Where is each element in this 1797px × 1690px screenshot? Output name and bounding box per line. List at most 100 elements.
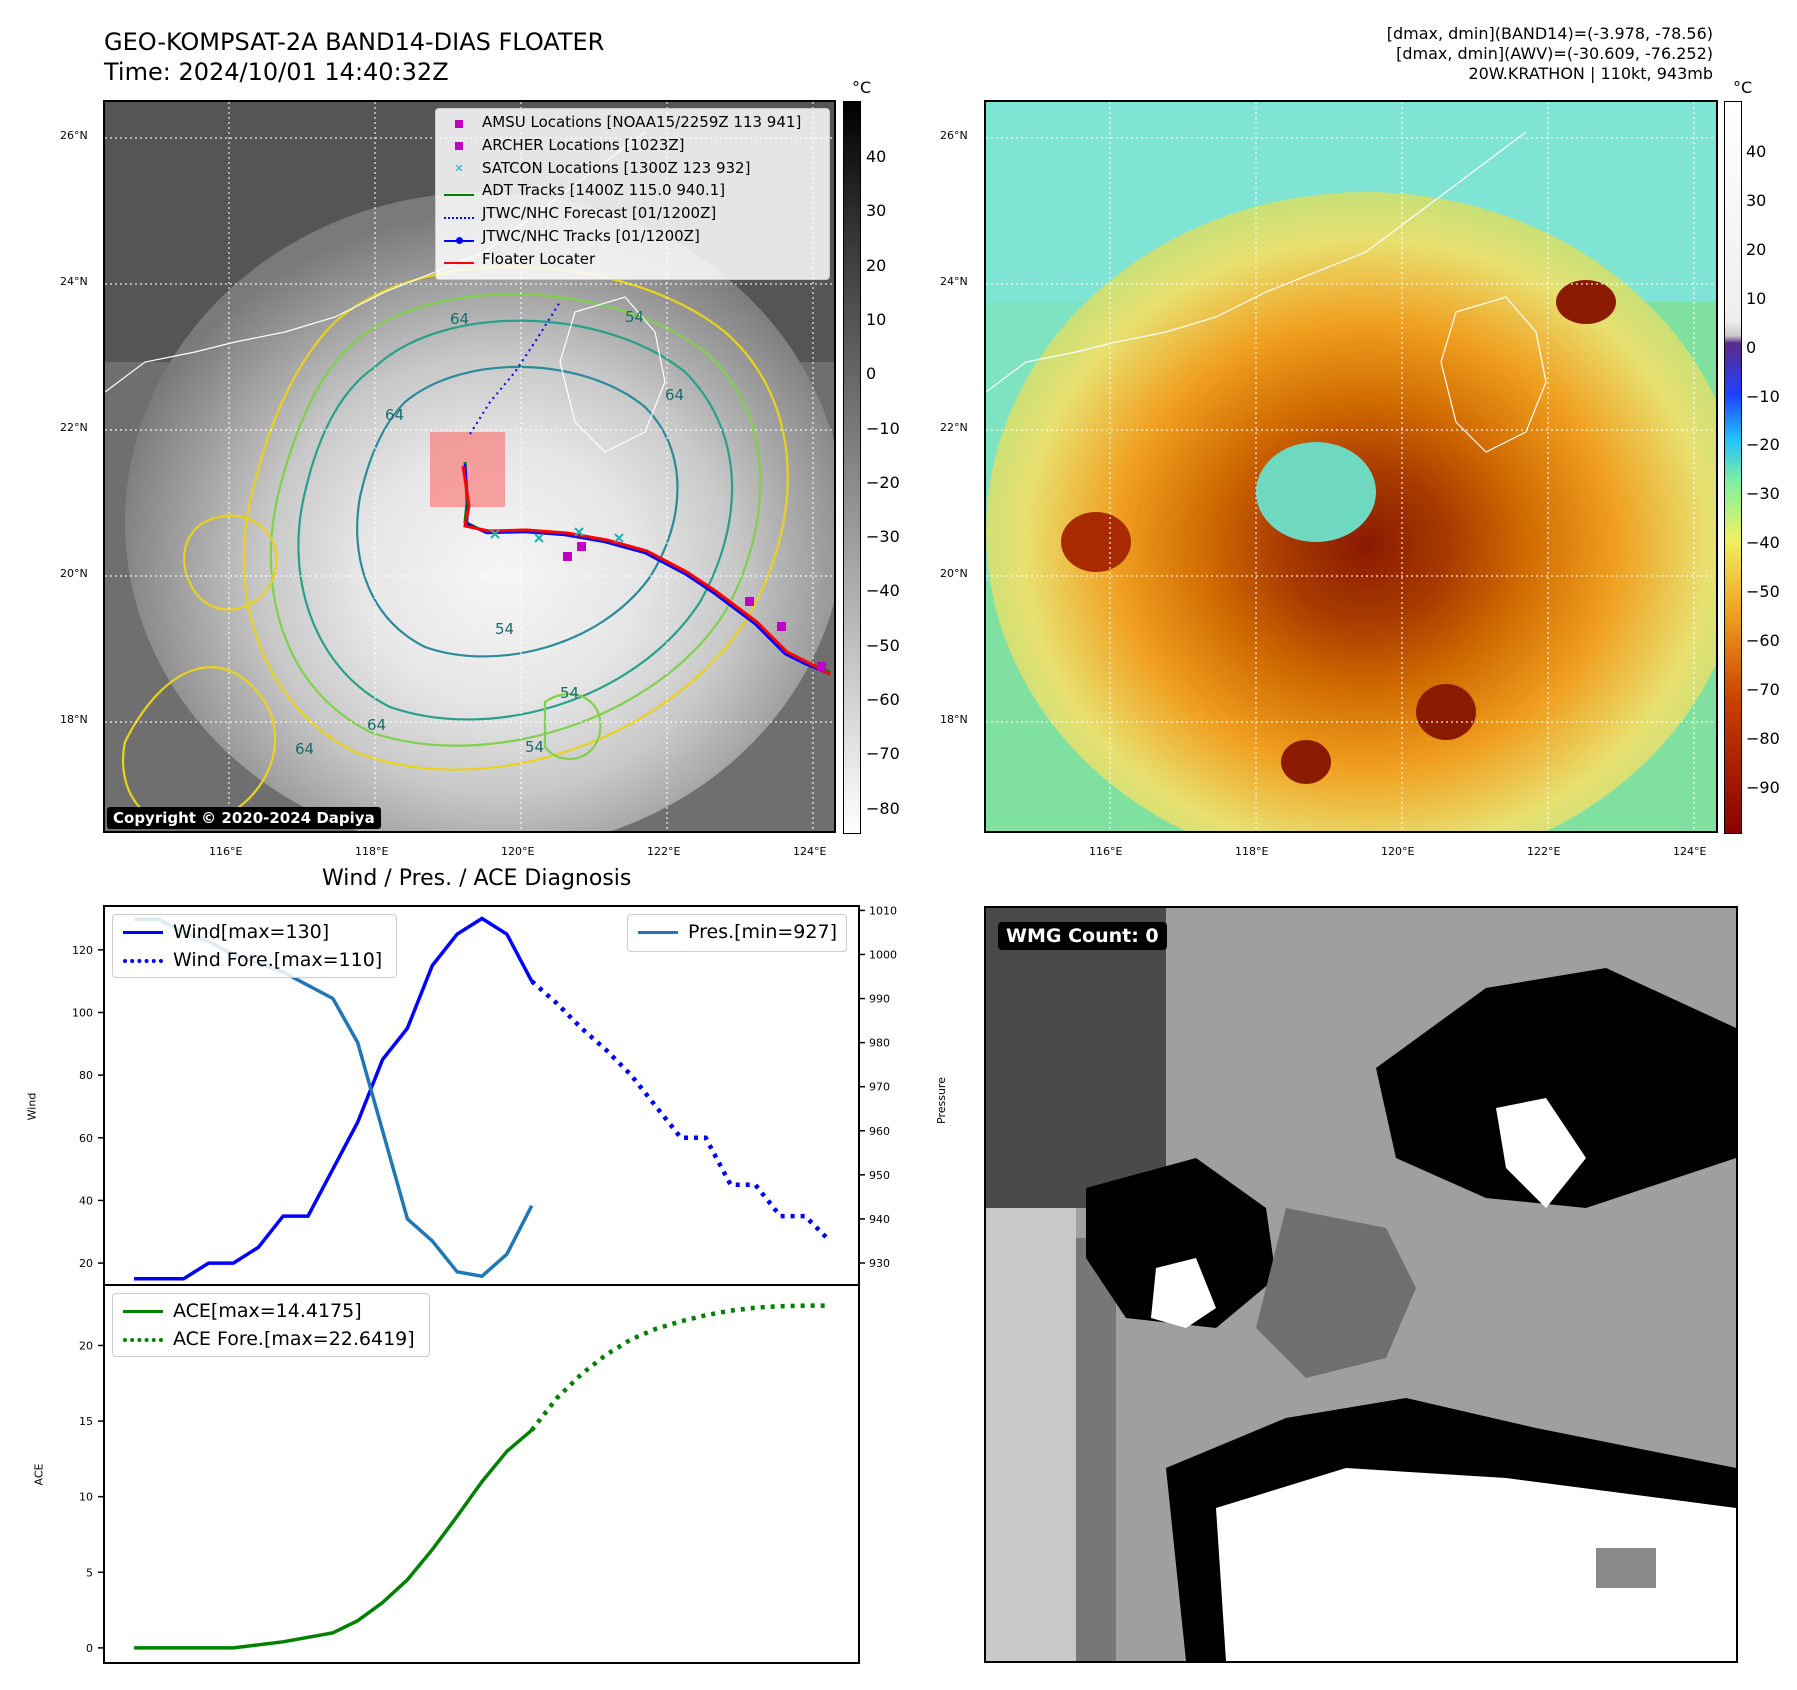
pressure-ytick-label: 980 (869, 1037, 890, 1050)
ace-ytick-label: 10 (79, 1491, 93, 1504)
map-legend-item: AMSU Locations [NOAA15/2259Z 113 941] (444, 113, 801, 132)
pressure-ytick-label: 970 (869, 1081, 890, 1094)
wmg-count-badge: WMG Count: 0 (998, 922, 1167, 950)
color-colorbar-unit: °C (1733, 78, 1753, 97)
copyright-badge: Copyright © 2020-2024 Dapiya (107, 807, 381, 829)
lon-label-120-right: 120°E (1381, 845, 1415, 858)
map-legend-item: Floater Locater (444, 250, 595, 269)
ir-map-panel: 64 54 64 64 54 64 54 54 64 AMSU Location… (103, 100, 836, 833)
wind-ytick-label: 100 (72, 1006, 93, 1019)
info-line3: 20W.KRATHON | 110kt, 943mb (1468, 64, 1713, 83)
color-colorbar-tick: 20 (1746, 239, 1767, 259)
ace-legend: ACE[max=14.4175] ACE Fore.[max=22.6419] (112, 1293, 430, 1357)
color-colorbar-tick: −30 (1746, 484, 1780, 504)
map-legend-item: JTWC/NHC Tracks [01/1200Z] (444, 227, 700, 246)
wind-ytick-label: 40 (79, 1194, 93, 1207)
gray-colorbar-tick: −40 (866, 581, 900, 601)
lon-label-122: 122°E (647, 845, 681, 858)
color-colorbar-tick: −10 (1746, 386, 1780, 406)
pressure-ytick-label: 940 (869, 1213, 890, 1226)
diagnosis-title: Wind / Pres. / ACE Diagnosis (322, 866, 632, 891)
ace-forecast-series-line (529, 1303, 830, 1432)
wind-legend: Wind[max=130] Wind Fore.[max=110] (112, 914, 397, 978)
gray-colorbar-tick: −70 (866, 744, 900, 764)
legend-swatch-icon: ✕ (454, 161, 464, 175)
pressure-ytick-label: 990 (869, 993, 890, 1006)
lat-label-18: 18°N (60, 713, 88, 726)
gray-colorbar-tick: 20 (866, 255, 887, 275)
map-legend-item: ✕ SATCON Locations [1300Z 123 932] (444, 159, 750, 177)
legend-swatch-icon (444, 205, 474, 223)
color-colorbar-tick: 10 (1746, 288, 1767, 308)
pressure-legend: Pres.[min=927] (627, 914, 847, 952)
gray-colorbar-tick: −10 (866, 418, 900, 438)
legend-swatch-icon (444, 250, 474, 268)
contour-label-3: 64 (385, 406, 404, 424)
wind-ytick-label: 20 (79, 1257, 93, 1270)
wind-legend-actual: Wind[max=130] (173, 921, 330, 943)
color-colorbar-tick: −60 (1746, 631, 1780, 650)
pressure-ytick-label: 950 (869, 1169, 890, 1182)
pressure-ytick-label: 1000 (869, 948, 897, 961)
map-legend-label: JTWC/NHC Forecast [01/1200Z] (482, 204, 717, 223)
map-legend: AMSU Locations [NOAA15/2259Z 113 941] ARC… (435, 108, 830, 280)
color-colorbar-tick: 30 (1746, 190, 1767, 210)
info-line1: [dmax, dmin](BAND14)=(-3.978, -78.56) (1386, 24, 1713, 43)
lat-label-26: 26°N (60, 129, 88, 142)
color-colorbar (1724, 101, 1742, 834)
lon-label-118: 118°E (355, 845, 389, 858)
color-colorbar-tick: −20 (1746, 435, 1780, 455)
lat-label-24: 24°N (60, 275, 88, 288)
lon-label-116: 116°E (209, 845, 243, 858)
gray-colorbar-tick: −20 (866, 472, 900, 492)
wind-legend-forecast: Wind Fore.[max=110] (173, 949, 383, 971)
color-colorbar-tick: 40 (1746, 142, 1767, 161)
wind-ytick-label: 80 (79, 1069, 93, 1082)
info-line2: [dmax, dmin](AWV)=(-30.609, -76.252) (1396, 44, 1713, 63)
legend-swatch-icon (444, 114, 474, 132)
lon-label-124: 124°E (793, 845, 827, 858)
wind-ytick-label: 60 (79, 1132, 93, 1145)
ace-ytick-label: 20 (79, 1339, 93, 1352)
contour-label-5: 54 (495, 620, 514, 638)
gray-colorbar-tick: 30 (866, 201, 887, 221)
wind-series-line (134, 916, 534, 1281)
lon-label-116-right: 116°E (1089, 845, 1123, 858)
lat-label-18-right: 18°N (940, 713, 968, 726)
gray-colorbar (843, 101, 861, 834)
contour-label-1: 64 (450, 310, 469, 328)
lat-label-22: 22°N (60, 421, 88, 434)
contour-label-8: 54 (560, 684, 579, 702)
lat-label-26-right: 26°N (940, 129, 968, 142)
legend-swatch-icon (444, 136, 474, 154)
gray-colorbar-tick: −60 (866, 690, 900, 709)
gray-colorbar-tick: 40 (866, 147, 887, 166)
ace-series-line (134, 1428, 533, 1650)
map-legend-label: SATCON Locations [1300Z 123 932] (482, 158, 751, 177)
contour-label-9: 64 (295, 740, 314, 758)
color-colorbar-tick: −40 (1746, 533, 1780, 553)
color-map (986, 102, 1716, 831)
title-line1: GEO-KOMPSAT-2A BAND14-DIAS FLOATER (104, 28, 605, 56)
color-colorbar-tick: 0 (1746, 337, 1757, 357)
wind-ytick-label: 120 (72, 944, 93, 957)
map-legend-item: JTWC/NHC Forecast [01/1200Z] (444, 204, 716, 223)
wind-forecast-series-line (530, 979, 832, 1243)
gray-colorbar-unit: °C (852, 78, 872, 97)
gray-colorbar-tick: −50 (866, 635, 900, 655)
lon-label-122-right: 122°E (1527, 845, 1561, 858)
ace-legend-actual: ACE[max=14.4175] (173, 1300, 362, 1322)
ace-ytick-label: 5 (86, 1566, 93, 1579)
contour-label-4: 64 (665, 386, 684, 404)
ace-ytick-label: 15 (79, 1415, 93, 1428)
contour-label-7: 54 (525, 738, 544, 756)
lon-label-124-right: 124°E (1673, 845, 1707, 858)
wmg-image (986, 908, 1736, 1661)
map-legend-item: ARCHER Locations [1023Z] (444, 136, 685, 155)
color-colorbar-tick: −50 (1746, 582, 1780, 602)
wmg-panel: WMG Count: 0 (984, 906, 1738, 1663)
lon-label-120: 120°E (501, 845, 535, 858)
lat-label-24-right: 24°N (940, 275, 968, 288)
color-colorbar-tick: −90 (1746, 777, 1780, 797)
map-legend-item: ADT Tracks [1400Z 115.0 940.1] (444, 181, 725, 200)
